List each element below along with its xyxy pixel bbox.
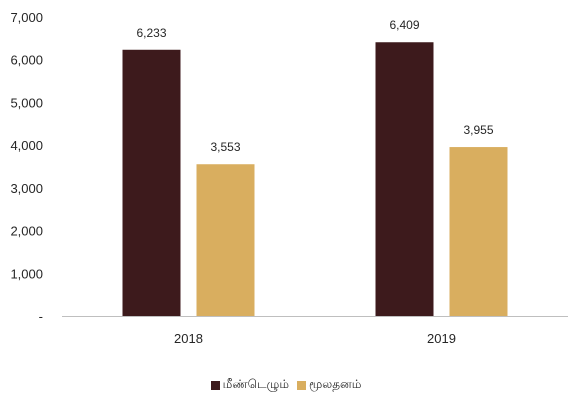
- legend-label-series-2: மூலதனம்: [308, 377, 362, 391]
- y-tick-label: 6,000: [10, 53, 43, 68]
- bar-2018-series-1: [122, 49, 181, 317]
- data-labels: 6,233 3,553 6,409 3,955: [136, 18, 493, 154]
- y-tick-label: 7,000: [10, 10, 43, 25]
- legend-swatch-series-2: [296, 380, 306, 390]
- x-tick-label: 2019: [427, 331, 456, 346]
- data-label: 6,233: [136, 26, 166, 40]
- data-label: 3,553: [210, 140, 240, 154]
- y-tick-label: 4,000: [10, 138, 43, 153]
- y-tick-label: -: [39, 309, 43, 324]
- y-tick-label: 5,000: [10, 95, 43, 110]
- bars-group: [122, 42, 508, 317]
- y-tick-label: 2,000: [10, 224, 43, 239]
- data-label: 6,409: [389, 18, 419, 32]
- y-tick-label: 3,000: [10, 181, 43, 196]
- legend-item-series-1: மீண்டெழும்: [210, 377, 289, 393]
- y-axis: - 1,000 2,000 3,000 4,000 5,000 6,000 7,000: [10, 10, 43, 324]
- bar-2018-series-2: [196, 164, 255, 316]
- x-axis: 2018 2019: [174, 331, 456, 346]
- bar-2019-series-1: [375, 42, 434, 317]
- legend-label-series-1: மீண்டெழும்: [222, 377, 289, 391]
- y-tick-label: 1,000: [10, 266, 43, 281]
- legend: மீண்டெழும் மூலதனம்: [0, 377, 572, 393]
- data-label: 3,955: [463, 123, 493, 137]
- legend-item-series-2: மூலதனம்: [296, 377, 362, 393]
- x-tick-label: 2018: [174, 331, 203, 346]
- bar-2019-series-2: [449, 147, 508, 316]
- legend-swatch-series-1: [210, 380, 220, 390]
